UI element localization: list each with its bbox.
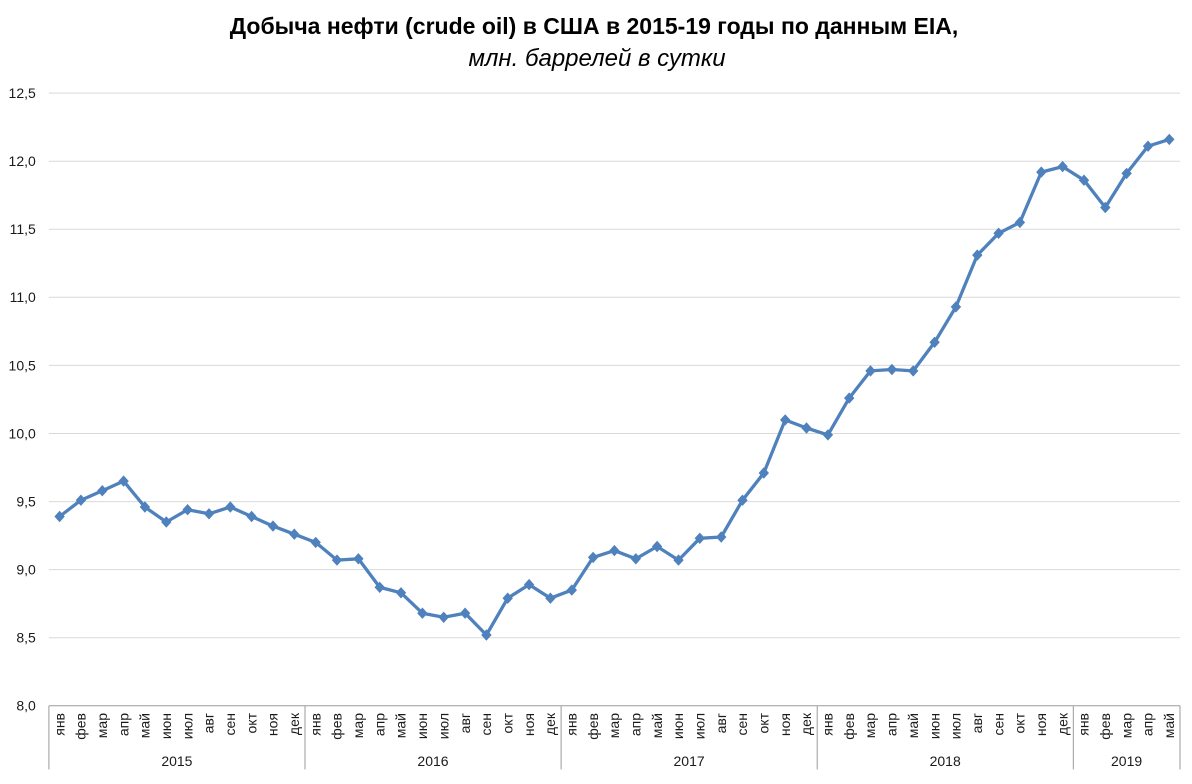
svg-text:авг: авг [201,713,217,733]
svg-text:июл: июл [692,713,708,739]
svg-text:ноя: ноя [265,713,281,736]
svg-text:сен: сен [222,713,238,736]
svg-text:мар: мар [862,713,878,738]
svg-text:май: май [393,713,409,738]
svg-text:июл: июл [948,713,964,739]
svg-text:сен: сен [734,713,750,736]
svg-text:апр: апр [1140,713,1156,736]
svg-text:июн: июн [670,713,686,739]
svg-text:янв: янв [51,713,67,736]
svg-text:млн. баррелей в сутки: млн. баррелей в сутки [468,45,725,72]
svg-text:8,0: 8,0 [16,698,36,714]
svg-text:сен: сен [990,713,1006,736]
svg-text:11,5: 11,5 [10,221,36,237]
svg-text:авг: авг [969,713,985,733]
svg-text:ноя: ноя [1033,713,1049,736]
svg-text:фев: фев [1097,713,1113,740]
svg-text:10,0: 10,0 [9,425,36,441]
svg-text:2018: 2018 [930,753,961,769]
svg-text:авг: авг [457,713,473,733]
svg-text:10,5: 10,5 [9,357,36,373]
svg-text:апр: апр [115,713,131,736]
svg-text:окт: окт [1012,712,1028,733]
svg-text:дек: дек [542,712,558,735]
svg-text:янв: янв [820,713,836,736]
svg-text:июн: июн [158,713,174,739]
svg-text:дек: дек [798,712,814,735]
svg-text:янв: янв [564,713,580,736]
svg-text:12,0: 12,0 [9,153,36,169]
svg-text:май: май [905,713,921,738]
svg-text:фев: фев [585,713,601,740]
svg-text:дек: дек [286,712,302,735]
svg-text:окт: окт [756,712,772,733]
svg-text:янв: янв [1076,713,1092,736]
svg-text:фев: фев [329,713,345,740]
svg-text:апр: апр [371,713,387,736]
svg-text:июн: июн [926,713,942,739]
svg-text:9,5: 9,5 [16,494,36,510]
svg-text:2015: 2015 [161,753,192,769]
svg-text:май: май [137,713,153,738]
svg-text:май: май [649,713,665,738]
svg-text:мар: мар [94,713,110,738]
svg-text:12,5: 12,5 [9,85,36,101]
svg-text:сен: сен [478,713,494,736]
svg-text:мар: мар [350,713,366,738]
svg-text:11,0: 11,0 [10,289,36,305]
svg-text:янв: янв [307,713,323,736]
svg-text:апр: апр [884,713,900,736]
svg-text:окт: окт [499,712,515,733]
svg-text:2017: 2017 [674,753,705,769]
svg-text:ноя: ноя [777,713,793,736]
svg-text:9,0: 9,0 [16,562,36,578]
svg-text:фев: фев [73,713,89,740]
svg-text:июл: июл [435,713,451,739]
svg-text:июл: июл [179,713,195,739]
svg-text:дек: дек [1054,712,1070,735]
svg-text:мар: мар [606,713,622,738]
svg-text:авг: авг [713,713,729,733]
svg-text:фев: фев [841,713,857,740]
svg-text:апр: апр [628,713,644,736]
svg-text:ноя: ноя [521,713,537,736]
svg-text:мар: мар [1118,713,1134,738]
svg-text:май: май [1161,713,1177,738]
svg-text:июн: июн [414,713,430,739]
svg-text:8,5: 8,5 [16,630,36,646]
svg-text:Добыча нефти (crude oil) в США: Добыча нефти (crude oil) в США в 2015-19… [230,13,958,39]
svg-text:2019: 2019 [1111,753,1142,769]
svg-text:окт: окт [243,712,259,733]
svg-text:2016: 2016 [417,753,448,769]
